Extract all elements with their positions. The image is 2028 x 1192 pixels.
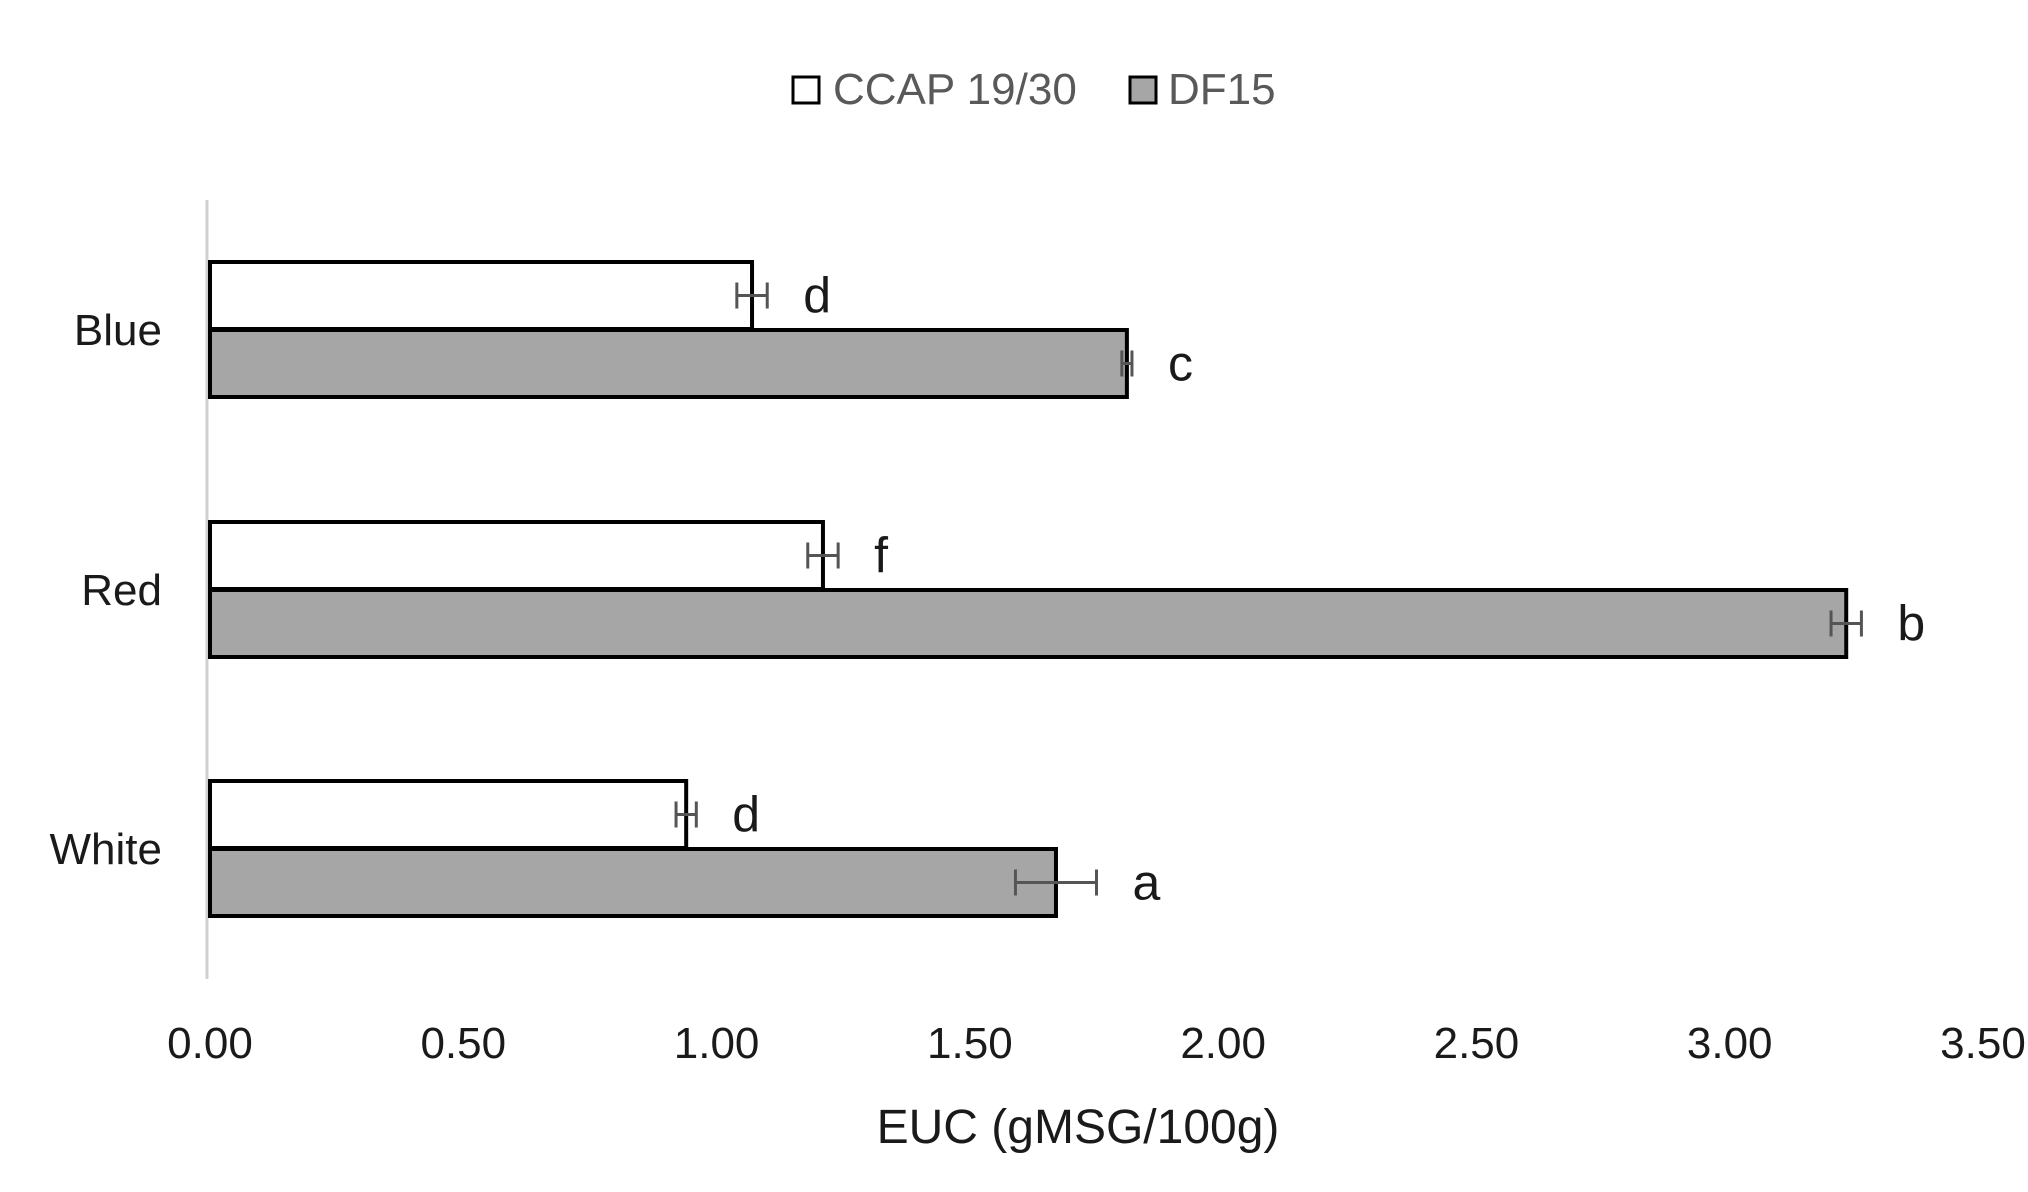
significance-label: b — [1897, 596, 1925, 652]
x-tick-label: 2.50 — [1434, 1019, 1520, 1068]
error-bar — [1829, 610, 1863, 637]
x-tick-label: 1.00 — [674, 1019, 760, 1068]
x-tick-label: 1.50 — [927, 1019, 1013, 1068]
x-tick-label: 3.50 — [1940, 1019, 2026, 1068]
category-label-white: White — [50, 825, 162, 874]
x-tick-label: 0.00 — [167, 1019, 253, 1068]
significance-label: d — [803, 268, 831, 324]
legend-label-ccap: CCAP 19/30 — [833, 65, 1077, 114]
bar-white-ccap — [208, 779, 689, 850]
bar-white-df15 — [208, 847, 1058, 918]
error-bar — [1013, 869, 1098, 896]
significance-label: a — [1133, 855, 1161, 911]
error-bar — [806, 542, 840, 569]
x-tick-label: 2.00 — [1180, 1019, 1266, 1068]
error-bar — [735, 282, 769, 309]
x-axis-ticks: 0.00 0.50 1.00 1.50 2.00 2.50 3.00 3.50 — [167, 1019, 2026, 1068]
significance-label: c — [1168, 336, 1193, 392]
x-axis-title: EUC (gMSG/100g) — [877, 1101, 1280, 1154]
bar-blue-ccap — [208, 260, 755, 331]
y-axis-categories: Blue Red White — [50, 306, 162, 874]
category-label-red: Red — [81, 566, 162, 615]
legend-swatch-df15 — [1128, 75, 1158, 105]
x-tick-label: 0.50 — [420, 1019, 506, 1068]
bar-red-df15 — [208, 588, 1849, 659]
significance-label: f — [874, 528, 888, 584]
bar-blue-df15 — [208, 328, 1129, 399]
significance-label: d — [732, 787, 760, 843]
error-bar — [674, 801, 698, 828]
legend-label-df15: DF15 — [1168, 65, 1276, 114]
x-tick-label: 3.00 — [1687, 1019, 1773, 1068]
legend-swatch-ccap — [791, 75, 821, 105]
bar-red-ccap — [208, 520, 825, 591]
category-label-blue: Blue — [74, 306, 162, 355]
error-bar — [1120, 350, 1134, 377]
plot-area: d c f b d a — [208, 260, 1925, 918]
legend: CCAP 19/30 DF15 — [791, 65, 1276, 114]
